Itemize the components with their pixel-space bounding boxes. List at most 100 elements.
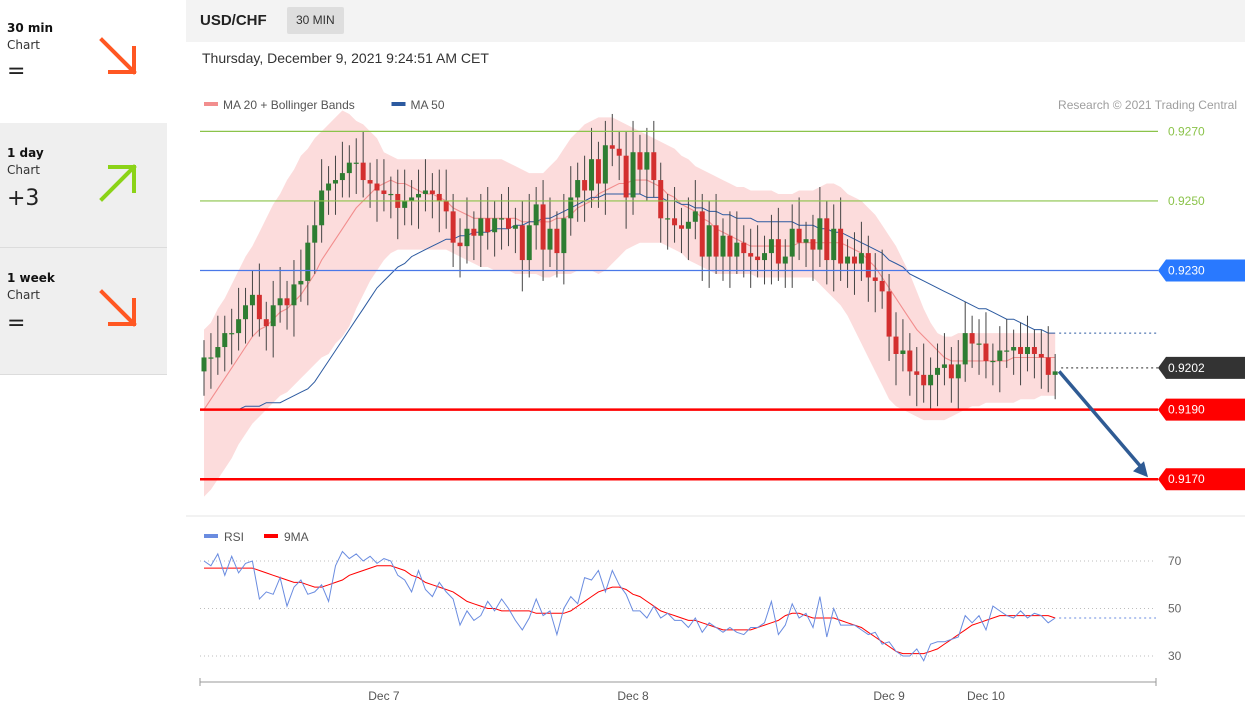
candle-body	[976, 343, 982, 345]
candle-body	[858, 253, 864, 264]
candle-body	[983, 343, 989, 361]
candle-body	[263, 319, 269, 327]
rsi-tick-label: 50	[1168, 602, 1182, 616]
timeframe-label: 1 day	[7, 146, 44, 160]
candle-body	[201, 357, 207, 372]
candle-body	[672, 218, 678, 226]
candle-body	[595, 159, 601, 184]
candle-body	[803, 239, 809, 243]
candle-body	[699, 211, 705, 257]
timeframe-sidebar: 30 min Chart = 1 day Chart +3 1 week Cha…	[0, 0, 167, 375]
candle-body	[478, 218, 484, 236]
timeframe-1day[interactable]: 1 day Chart +3	[0, 123, 167, 248]
candle-body	[547, 228, 553, 250]
price-chart: 0.9270 0.9250 0.9230 0.9202 0.9190 0.9170 MA …	[186, 98, 1245, 703]
candle-body	[685, 221, 691, 229]
candle-body	[962, 333, 968, 365]
candle-body	[851, 256, 857, 264]
candle-body	[810, 239, 816, 250]
chart-credit: Research © 2021 Trading Central	[1058, 98, 1237, 112]
candle-body	[727, 235, 733, 257]
candle-body	[450, 211, 456, 243]
candle-body	[630, 152, 636, 198]
timeframe-sub: Chart	[7, 163, 40, 177]
candle-body	[443, 200, 449, 212]
candle-body	[616, 148, 622, 156]
candle-body	[215, 347, 221, 358]
forecast-arrow-head	[1133, 461, 1148, 478]
candle-body	[436, 193, 442, 201]
bollinger-band	[204, 110, 1056, 497]
candle-body	[582, 180, 588, 191]
arrow-down-right-icon	[99, 289, 137, 327]
candle-body	[526, 225, 532, 261]
candle-body	[277, 298, 283, 306]
timeframe-label: 30 min	[7, 21, 54, 35]
candle-body	[824, 218, 830, 261]
candle-body	[222, 333, 228, 348]
candle-body	[589, 159, 595, 191]
rsi-tick-label: 70	[1168, 554, 1182, 568]
timeframe-badge[interactable]: 30 MIN	[287, 7, 344, 34]
candle-body	[249, 294, 255, 306]
candle-body	[921, 374, 927, 386]
timeframe-label: 1 week	[7, 271, 55, 285]
candle-body	[575, 180, 581, 198]
candle-body	[907, 350, 913, 372]
candle-body	[312, 225, 318, 243]
candle-body	[692, 211, 698, 222]
candle-body	[464, 228, 470, 247]
timeframe-score: +3	[7, 186, 40, 211]
level-label: 0.9190	[1168, 403, 1205, 417]
candle-body	[367, 180, 373, 184]
candle-body	[374, 183, 380, 191]
candle-body	[782, 256, 788, 264]
candle-body	[886, 291, 892, 337]
candle-body	[789, 228, 795, 257]
candle-body	[1052, 371, 1058, 375]
candle-body	[990, 360, 996, 363]
candle-body	[208, 357, 214, 359]
candle-body	[658, 180, 664, 219]
candle-body	[339, 173, 345, 181]
candle-body	[644, 152, 650, 170]
candle-body	[651, 152, 657, 181]
candle-body	[243, 305, 249, 320]
candle-body	[554, 228, 560, 254]
candle-body	[678, 225, 684, 229]
candle-body	[706, 225, 712, 257]
candle-body	[865, 253, 871, 278]
candle-body	[471, 228, 477, 236]
timeframe-sub: Chart	[7, 288, 40, 302]
candle-body	[748, 253, 754, 257]
level-label: 0.9170	[1168, 472, 1205, 486]
candle-body	[969, 333, 975, 344]
candle-body	[796, 228, 802, 243]
candle-body	[914, 371, 920, 375]
timeframe-1week[interactable]: 1 week Chart =	[0, 248, 167, 375]
candle-body	[1038, 353, 1044, 358]
candle-body	[720, 235, 726, 257]
candle-body	[609, 145, 615, 149]
chart-header: USD/CHF 30 MIN	[186, 0, 1245, 42]
candle-body	[561, 218, 567, 254]
timeframe-sub: Chart	[7, 38, 40, 52]
x-tick-label: Dec 10	[967, 689, 1005, 703]
arrow-down-right-icon	[99, 37, 137, 75]
level-label: 0.9202	[1168, 361, 1205, 375]
candle-body	[492, 218, 498, 233]
candle-body	[409, 197, 415, 201]
timeframe-score: =	[7, 59, 26, 84]
rsi-tick-label: 30	[1168, 649, 1182, 663]
level-label: 0.9270	[1168, 124, 1205, 138]
candle-body	[416, 193, 422, 198]
candle-body	[270, 305, 276, 327]
timeframe-30min[interactable]: 30 min Chart =	[0, 0, 167, 125]
candle-body	[505, 218, 511, 229]
candle-body	[429, 190, 435, 194]
x-tick-label: Dec 9	[873, 689, 905, 703]
candle-body	[256, 294, 262, 320]
candle-body	[305, 242, 311, 281]
candle-body	[1011, 347, 1017, 351]
forecast-arrow-shaft	[1057, 370, 1145, 471]
